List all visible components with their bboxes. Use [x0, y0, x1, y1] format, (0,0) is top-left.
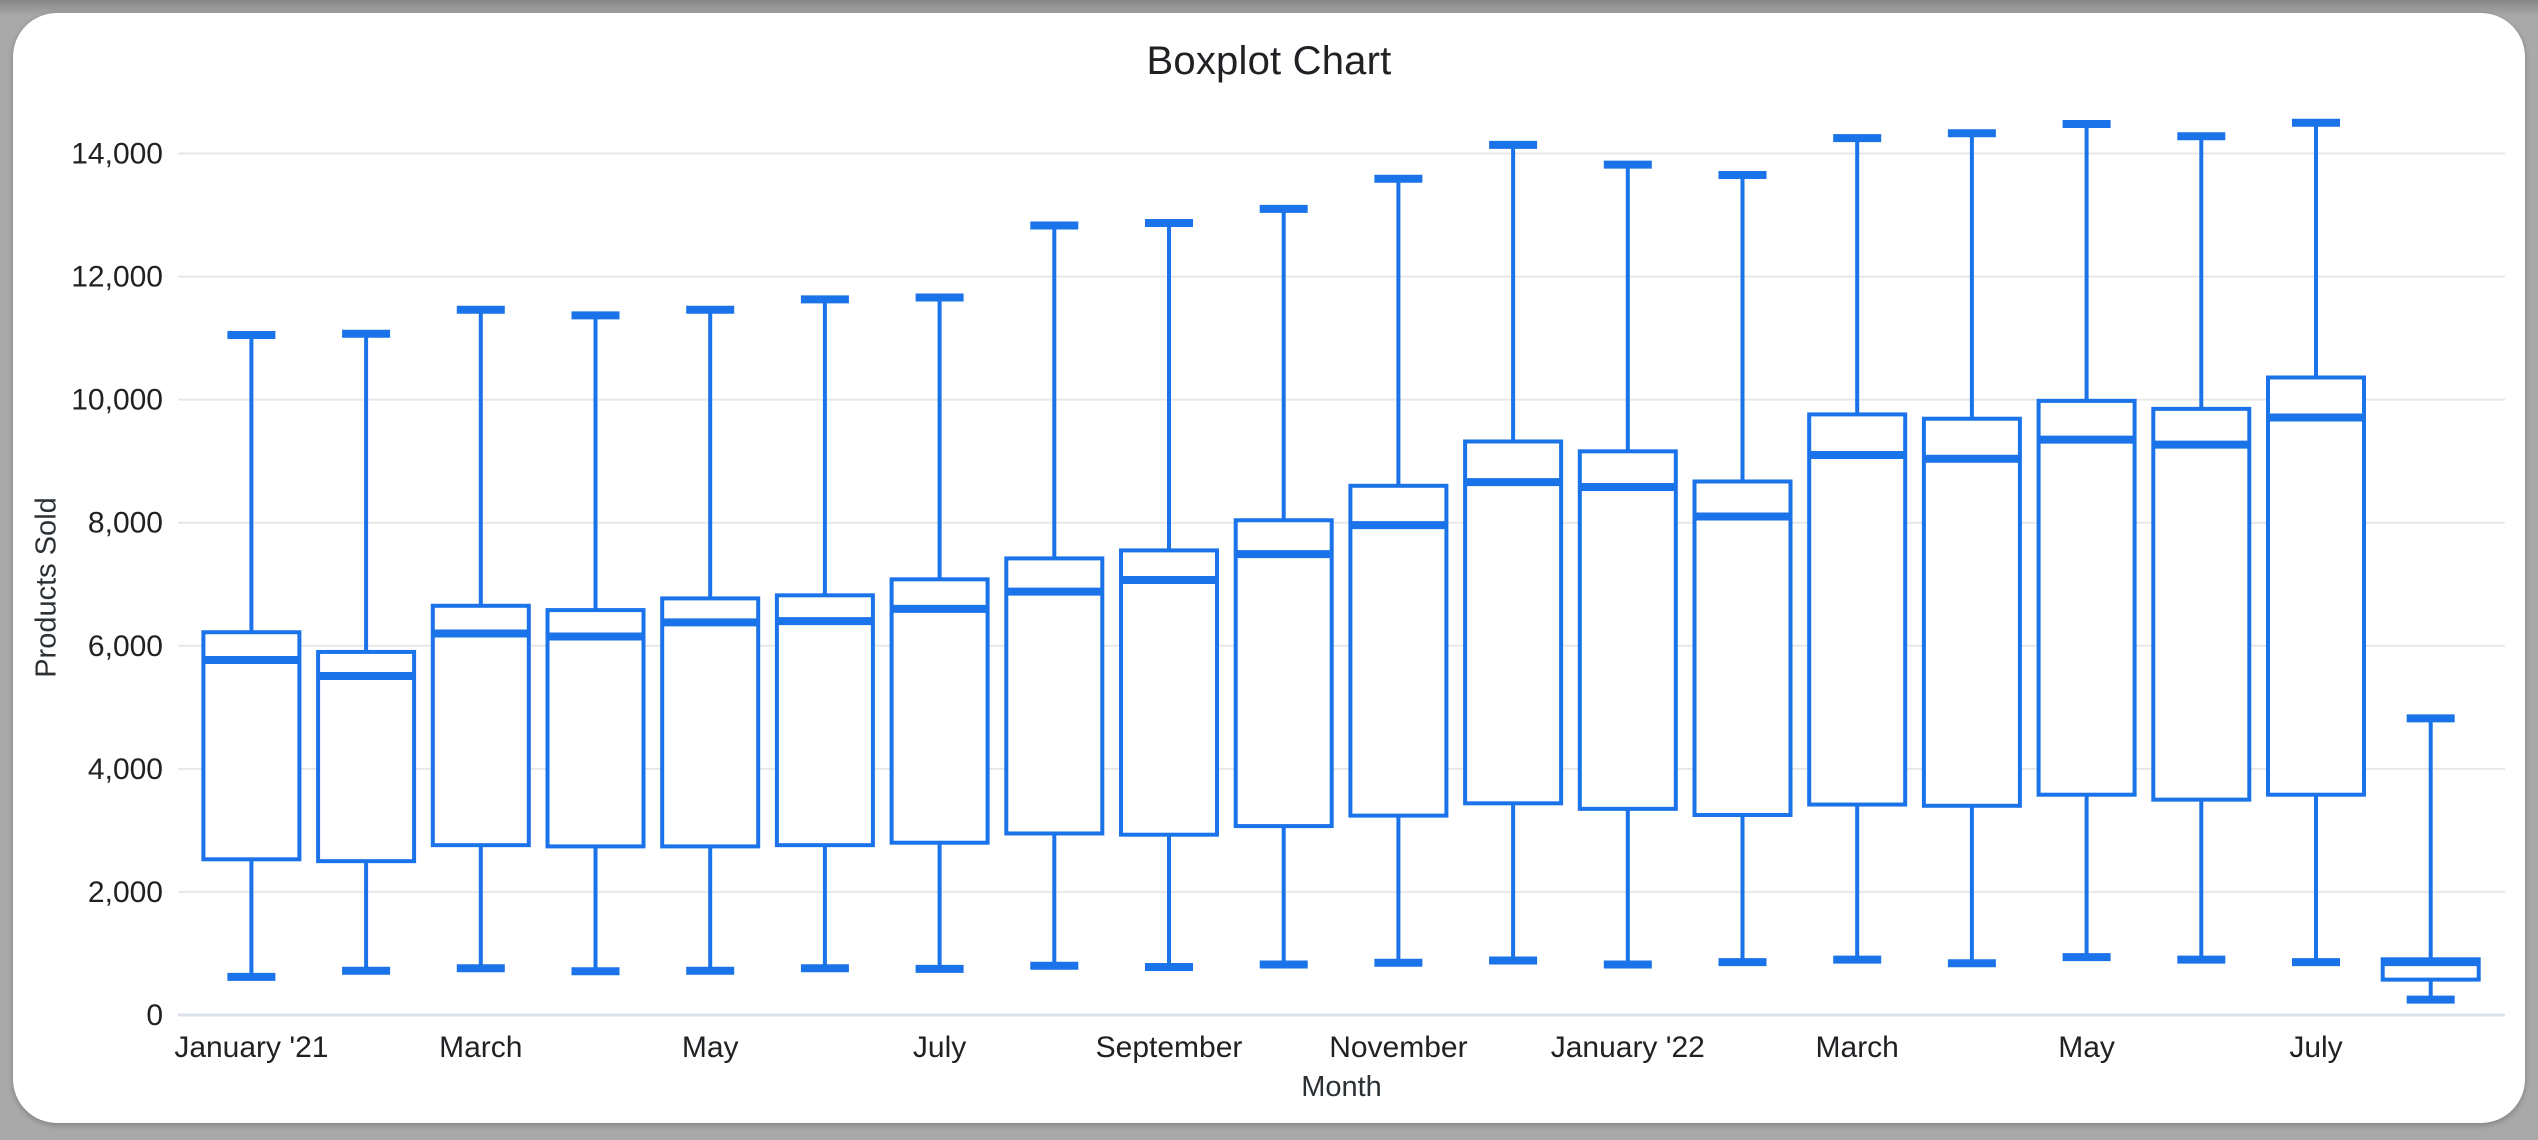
iqr-box [2151, 406, 2252, 802]
y-tick-label: 14,000 [71, 138, 163, 171]
x-tick-label: July [913, 1031, 966, 1064]
x-tick-label: July [2289, 1031, 2342, 1064]
x-axis-title: Month [1301, 1071, 1382, 1103]
x-tick-label: January '21 [174, 1031, 328, 1064]
y-tick-label: 12,000 [71, 261, 163, 294]
iqr-box [1233, 518, 1334, 829]
boxplot-20-august[interactable] [2380, 714, 2481, 1004]
iqr-box [1119, 548, 1219, 837]
iqr-box [1348, 483, 1449, 818]
iqr-box [889, 577, 990, 845]
y-tick-label: 8,000 [88, 507, 163, 540]
boxplot-14-february[interactable] [1692, 171, 1793, 967]
iqr-box [430, 603, 531, 848]
y-axis-title: Products Sold [30, 497, 63, 678]
boxplot-11-november[interactable] [1348, 174, 1449, 967]
x-tick-label: March [439, 1031, 522, 1064]
x-tick-label: March [1816, 1031, 1899, 1064]
chart-title: Boxplot Chart [1146, 39, 1392, 83]
chart-window: Boxplot Chart 0 2,000 4,000 6,000 8,000 10,00… [13, 13, 2525, 1123]
boxplot-7-july[interactable] [889, 293, 990, 973]
boxplot-1-january-21[interactable] [201, 331, 302, 981]
boxplot-3-march[interactable] [430, 305, 531, 973]
y-tick-label: 6,000 [88, 630, 163, 663]
iqr-box [660, 596, 761, 849]
iqr-box [1004, 556, 1105, 836]
iqr-box [316, 649, 417, 864]
iqr-box [1692, 479, 1793, 818]
boxplot-15-march[interactable] [1807, 134, 1908, 964]
boxplot-17-may[interactable] [2036, 119, 2137, 962]
y-tick-label: 4,000 [88, 753, 163, 786]
boxplot-6-june[interactable] [774, 295, 875, 973]
iqr-box [1463, 439, 1564, 806]
iqr-box [2266, 375, 2366, 797]
boxplot-16-april[interactable] [1921, 129, 2022, 968]
iqr-box [201, 630, 302, 862]
y-tick-label: 0 [146, 999, 163, 1032]
iqr-box [1807, 412, 1908, 807]
iqr-box [1921, 416, 2022, 808]
iqr-box [545, 608, 646, 849]
y-tick-label: 10,000 [71, 384, 163, 417]
x-tick-label: September [1096, 1031, 1243, 1064]
boxplot-9-september[interactable] [1119, 219, 1219, 972]
iqr-box [774, 593, 875, 848]
boxplot-canvas[interactable]: 0 2,000 4,000 6,000 8,000 10,000 12,000 14,000 J… [13, 13, 2525, 1123]
boxplot-13-january-22[interactable] [1577, 160, 1678, 969]
y-tick-label: 2,000 [88, 876, 163, 909]
x-tick-label: November [1329, 1031, 1467, 1064]
boxplot-19-july[interactable] [2266, 118, 2366, 967]
x-tick-label: May [682, 1031, 739, 1064]
boxplot-4-april[interactable] [545, 311, 646, 976]
x-tick-label: January '22 [1551, 1031, 1705, 1064]
iqr-box [1577, 449, 1678, 811]
iqr-box [2036, 398, 2137, 797]
boxplot-2-february[interactable] [316, 329, 417, 975]
x-tick-label: May [2058, 1031, 2115, 1064]
boxplot-18-june[interactable] [2151, 132, 2252, 964]
boxplot-5-may[interactable] [660, 305, 761, 975]
boxplot-8-august[interactable] [1004, 221, 1105, 970]
boxplot-10-october[interactable] [1233, 204, 1334, 969]
boxplot-12-december[interactable] [1463, 140, 1564, 965]
